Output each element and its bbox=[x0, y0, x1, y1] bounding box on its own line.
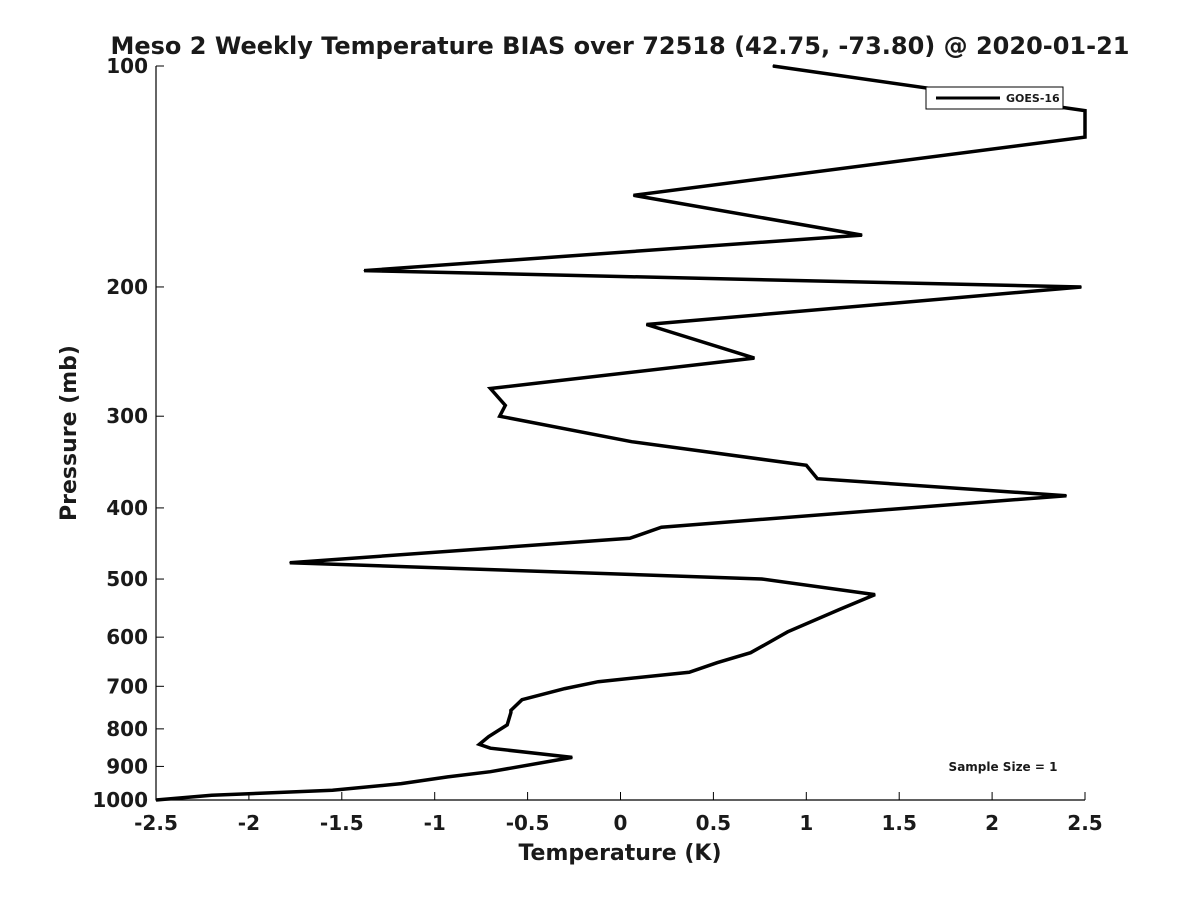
data-point bbox=[753, 357, 755, 359]
data-point bbox=[506, 724, 508, 726]
data-point bbox=[331, 789, 334, 791]
x-tick-label: -1.5 bbox=[320, 811, 364, 835]
x-tick-label: 0 bbox=[614, 811, 628, 835]
y-tick-label: 600 bbox=[106, 625, 148, 649]
series-layer bbox=[155, 64, 1087, 802]
x-tick-label: 0.5 bbox=[696, 811, 731, 835]
data-point bbox=[597, 681, 599, 683]
y-tick-label: 1000 bbox=[92, 788, 148, 812]
data-point bbox=[632, 194, 635, 196]
data-point bbox=[660, 526, 663, 528]
data-point bbox=[805, 464, 807, 466]
data-point bbox=[289, 562, 291, 564]
data-point bbox=[839, 608, 841, 611]
y-tick-label: 400 bbox=[106, 496, 148, 520]
y-tick-label: 800 bbox=[106, 717, 148, 741]
x-ticks: -2.5 -2 -1.5 -1 -0.5 0 0.5 1 1.5 2 2.5 bbox=[134, 792, 1103, 835]
y-axis-label: Pressure (mb) bbox=[57, 345, 82, 521]
data-point bbox=[564, 688, 566, 690]
series-line-goes-16 bbox=[155, 64, 1087, 802]
data-point bbox=[489, 747, 491, 749]
x-tick-label: -2 bbox=[238, 811, 260, 835]
x-tick-label: -1 bbox=[424, 811, 446, 835]
x-tick-label: 1.5 bbox=[881, 811, 916, 835]
data-point bbox=[874, 594, 876, 596]
data-point bbox=[211, 794, 213, 796]
data-point bbox=[510, 711, 512, 714]
sample-size-annotation: Sample Size = 1 bbox=[949, 760, 1058, 774]
data-point bbox=[363, 270, 365, 272]
data-point bbox=[447, 776, 449, 778]
data-point bbox=[1065, 495, 1067, 497]
data-point bbox=[787, 631, 789, 633]
data-point bbox=[155, 799, 157, 801]
data-point bbox=[1084, 136, 1086, 138]
data-point bbox=[629, 537, 631, 539]
data-point bbox=[768, 641, 770, 644]
data-point bbox=[631, 441, 633, 443]
data-point bbox=[816, 478, 819, 480]
data-point bbox=[488, 736, 490, 738]
data-point bbox=[521, 699, 523, 701]
x-tick-label: -2.5 bbox=[134, 811, 178, 835]
y-tick-label: 500 bbox=[106, 567, 148, 591]
data-point bbox=[645, 323, 648, 326]
x-tick-label: 2 bbox=[985, 811, 999, 835]
data-point bbox=[478, 743, 480, 746]
x-tick-label: -0.5 bbox=[506, 811, 550, 835]
legend-label: GOES-16 bbox=[1006, 92, 1060, 105]
data-point bbox=[400, 783, 402, 785]
data-point bbox=[861, 234, 863, 236]
x-tick-label: 2.5 bbox=[1067, 811, 1102, 835]
data-point bbox=[1084, 110, 1086, 112]
data-point bbox=[571, 756, 573, 759]
chart-title: Meso 2 Weekly Temperature BIAS over 7251… bbox=[110, 32, 1129, 60]
y-tick-label: 300 bbox=[106, 404, 148, 428]
y-ticks: 100 200 300 400 500 600 700 800 900 1000 bbox=[92, 54, 164, 812]
data-point bbox=[716, 662, 718, 664]
data-point bbox=[489, 387, 491, 390]
y-tick-label: 200 bbox=[106, 275, 148, 299]
plot-area bbox=[155, 66, 1085, 801]
data-point bbox=[510, 709, 512, 712]
data-point bbox=[772, 65, 774, 67]
x-tick-label: 1 bbox=[799, 811, 813, 835]
data-point bbox=[499, 415, 501, 417]
y-tick-label: 100 bbox=[106, 54, 148, 78]
x-axis-label: Temperature (K) bbox=[518, 841, 721, 866]
y-tick-label: 700 bbox=[106, 674, 148, 698]
y-tick-label: 900 bbox=[106, 754, 148, 778]
data-point bbox=[761, 578, 763, 580]
data-point bbox=[1080, 286, 1082, 288]
data-point bbox=[750, 652, 752, 654]
legend: GOES-16 bbox=[925, 86, 1064, 110]
data-point bbox=[504, 404, 506, 406]
data-point bbox=[688, 671, 690, 673]
data-point bbox=[489, 771, 491, 773]
